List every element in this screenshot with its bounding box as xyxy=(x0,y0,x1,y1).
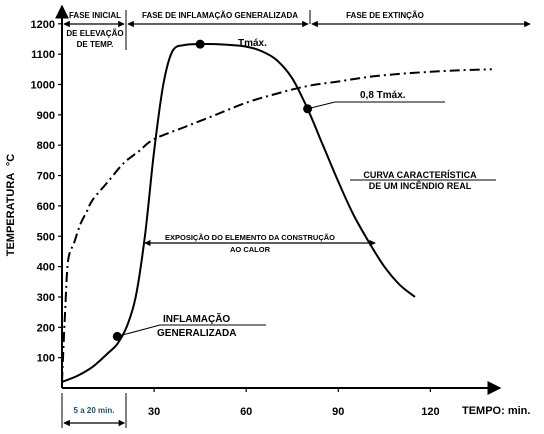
points-layer xyxy=(112,39,445,341)
phase-sublabel-1: DE ELEVAÇÃO xyxy=(66,29,123,38)
y-tick-label: 700 xyxy=(37,171,55,183)
annotation-generalizada: GENERALIZADA xyxy=(157,328,236,339)
y-axis-label-main: TEMPERATURA xyxy=(5,173,17,257)
y-tick-label: 1100 xyxy=(31,49,55,61)
series-label-real-fire-line1: CURVA CARACTERÍSTICA xyxy=(363,170,477,180)
phase-label-inflammation: FASE DE INFLAMAÇÃO GENERALIZADA xyxy=(142,11,298,20)
leader-08tmax xyxy=(307,101,336,110)
series-layer xyxy=(61,43,492,383)
x-tick-label: 30 xyxy=(148,406,160,418)
axis-ticks: 100 200 300 400 500 600 700 800 900 1000 1100 1200 3… xyxy=(31,19,440,418)
duration-label: 5 a 20 min. xyxy=(74,406,115,415)
leader-inflamacao xyxy=(117,324,161,337)
y-axis-label-unit: °C xyxy=(5,154,17,166)
y-axis-label: TEMPERATURA °C xyxy=(5,154,17,257)
exposure-label-line2: AO CALOR xyxy=(230,245,271,254)
x-tick-label: 120 xyxy=(421,406,439,418)
series-line-standard xyxy=(61,68,492,382)
y-tick-label: 400 xyxy=(37,262,55,274)
y-tick-label: 1200 xyxy=(31,19,55,31)
x-tick-label: 90 xyxy=(332,406,344,418)
x-tick-label: 60 xyxy=(240,406,252,418)
y-tick-label: 600 xyxy=(37,201,55,213)
y-tick-label: 300 xyxy=(37,292,55,304)
annotation-tmax: Tmáx. xyxy=(238,38,267,49)
y-tick-label: 500 xyxy=(37,231,55,243)
series-label-real-fire-line2: DE UM INCÊNDIO REAL xyxy=(369,180,472,191)
annotation-08tmax: 0,8 Tmáx. xyxy=(360,90,406,101)
x-axis-label: TEMPO: min. xyxy=(462,405,530,417)
annotation-inflamacao: INFLAMAÇÃO xyxy=(163,312,230,325)
annotation-point xyxy=(195,39,205,49)
y-tick-label: 1000 xyxy=(31,80,55,92)
y-tick-label: 900 xyxy=(37,110,55,122)
y-tick-label: 200 xyxy=(37,322,55,334)
phase-label-initial: FASE INICIAL xyxy=(69,11,121,20)
y-tick-label: 800 xyxy=(37,140,55,152)
y-tick-label: 100 xyxy=(37,353,55,365)
exposure-label-line1: EXPOSIÇÃO DO ELEMENTO DA CONSTRUÇÃO xyxy=(165,233,335,242)
phase-sublabel-2: DE TEMP. xyxy=(77,40,114,49)
phase-label-extinction: FASE DE EXTINÇÃO xyxy=(346,11,424,20)
